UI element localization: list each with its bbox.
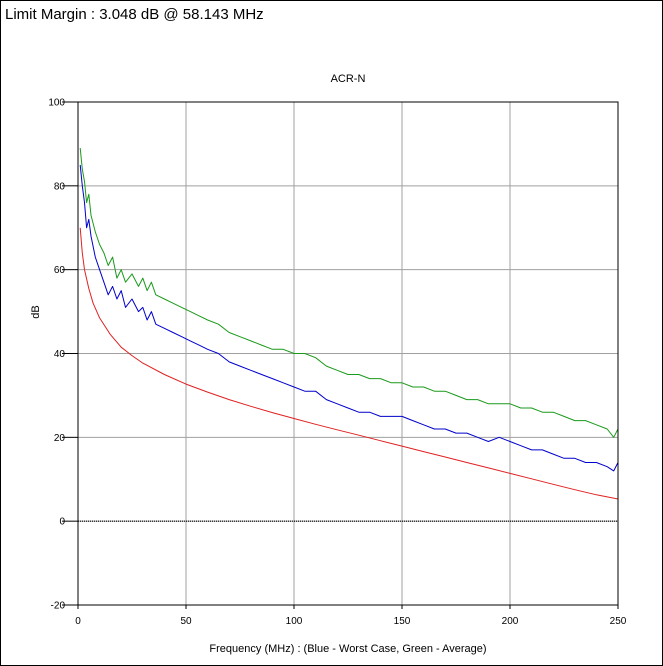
grid-lines (77, 101, 619, 606)
x-tick-label: 150 (394, 616, 411, 627)
plot-frame (77, 101, 619, 606)
series-line-1 (79, 148, 619, 438)
series-line-2 (79, 164, 619, 472)
y-tick-label: 60 (54, 265, 66, 276)
y-axis-label: dB (30, 305, 42, 318)
series-layer (79, 148, 619, 500)
x-tick-label: 250 (610, 616, 627, 627)
series-line-3 (79, 227, 619, 500)
limit-margin-readout: Limit Margin : 3.048 dB @ 58.143 MHz (5, 6, 264, 23)
tick-labels: 0 50 100 150 200 250 -20 0 20 40 60 80 100 (48, 98, 626, 628)
y-tick-label: 0 (59, 517, 65, 528)
y-tick-label: 80 (54, 181, 66, 192)
y-tick-label: 40 (54, 349, 66, 360)
x-tick-label: 200 (502, 616, 519, 627)
y-tick-label: 100 (48, 98, 65, 109)
x-tick-label: 0 (75, 616, 81, 627)
y-tick-label: 20 (54, 433, 66, 444)
chart-title: ACR-N (331, 73, 366, 85)
y-tick-label: -20 (51, 601, 66, 612)
x-tick-label: 50 (180, 616, 192, 627)
axes (62, 101, 619, 609)
x-axis-label: Frequency (MHz) : (Blue - Worst Case, Gr… (209, 643, 486, 655)
x-tick-label: 100 (286, 616, 303, 627)
